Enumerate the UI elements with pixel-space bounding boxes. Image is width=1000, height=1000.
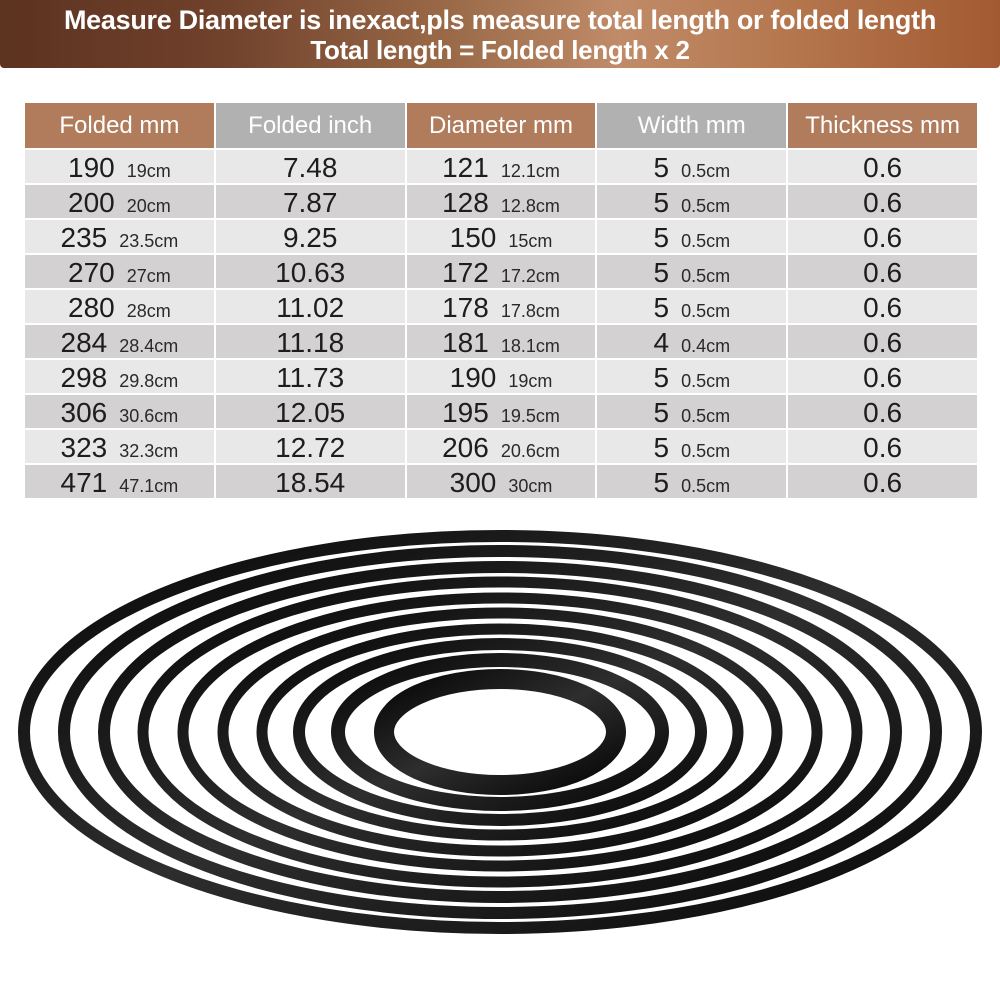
belt-rings-svg: [18, 530, 982, 934]
cell-width: 5 0.5cm: [597, 360, 787, 393]
cell-folded: 471 47.1cm: [25, 465, 214, 498]
cell-width: 5 0.5cm: [597, 220, 787, 253]
cell-thickness: 0.6: [788, 465, 977, 498]
cell-folded-inch: 11.18: [215, 325, 405, 358]
cell-thickness: 0.6: [788, 185, 977, 218]
cell-folded: 190 19cm: [25, 150, 214, 183]
cell-thickness: 0.6: [788, 360, 977, 393]
table-row: 270 27cm 10.63 172 17.2cm 5 0.5cm 0.6: [25, 255, 977, 288]
cell-thickness: 0.6: [788, 255, 977, 288]
cell-thickness: 0.6: [788, 220, 977, 253]
table-row: 298 29.8cm 11.73 190 19cm 5 0.5cm 0.6: [25, 360, 977, 393]
cell-folded-inch: 9.25: [215, 220, 405, 253]
cell-thickness: 0.6: [788, 430, 977, 463]
header-width-mm: Width mm: [597, 103, 787, 148]
size-table: Folded mm Folded inch Diameter mm Width …: [25, 103, 977, 498]
cell-folded: 298 29.8cm: [25, 360, 214, 393]
header-diameter-mm: Diameter mm: [406, 103, 596, 148]
table-row: 471 47.1cm 18.54 300 30cm 5 0.5cm 0.6: [25, 465, 977, 498]
cell-thickness: 0.6: [788, 150, 977, 183]
cell-folded-inch: 12.05: [215, 395, 405, 428]
table-row: 280 28cm 11.02 178 17.8cm 5 0.5cm 0.6: [25, 290, 977, 323]
cell-diameter: 181 18.1cm: [406, 325, 596, 358]
cell-width: 5 0.5cm: [597, 185, 787, 218]
cell-width: 5 0.5cm: [597, 290, 787, 323]
cell-diameter: 300 30cm: [406, 465, 596, 498]
cell-folded: 235 23.5cm: [25, 220, 214, 253]
cell-folded-inch: 11.73: [215, 360, 405, 393]
belt-ring-2: [58, 545, 942, 919]
cell-folded: 270 27cm: [25, 255, 214, 288]
belt-rings-illustration: [0, 515, 1000, 960]
cell-folded-inch: 12.72: [215, 430, 405, 463]
table-row: 235 23.5cm 9.25 150 15cm 5 0.5cm 0.6: [25, 220, 977, 253]
cell-thickness: 0.6: [788, 325, 977, 358]
cell-width: 5 0.5cm: [597, 255, 787, 288]
belt-ring-1: [18, 530, 982, 934]
cell-diameter: 190 19cm: [406, 360, 596, 393]
cell-width: 5 0.5cm: [597, 150, 787, 183]
cell-folded-inch: 11.02: [215, 290, 405, 323]
cell-folded: 323 32.3cm: [25, 430, 214, 463]
cell-thickness: 0.6: [788, 290, 977, 323]
table-row: 323 32.3cm 12.72 206 20.6cm 5 0.5cm 0.6: [25, 430, 977, 463]
belt-ring-9: [331, 653, 669, 811]
belt-ring-3: [98, 561, 902, 903]
header-folded-mm: Folded mm: [25, 103, 214, 148]
cell-width: 5 0.5cm: [597, 395, 787, 428]
cell-width: 5 0.5cm: [597, 430, 787, 463]
header-thickness-mm: Thickness mm: [788, 103, 977, 148]
belt-ring-7: [256, 623, 744, 841]
cell-folded: 284 28.4cm: [25, 325, 214, 358]
cell-diameter: 206 20.6cm: [406, 430, 596, 463]
cell-thickness: 0.6: [788, 395, 977, 428]
cell-folded-inch: 7.87: [215, 185, 405, 218]
table-row: 190 19cm 7.48 121 12.1cm 5 0.5cm 0.6: [25, 150, 977, 183]
table-header-row: Folded mm Folded inch Diameter mm Width …: [25, 103, 977, 148]
cell-diameter: 150 15cm: [406, 220, 596, 253]
belt-ring-6: [217, 607, 783, 857]
cell-folded: 200 20cm: [25, 185, 214, 218]
table-row: 200 20cm 7.87 128 12.8cm 5 0.5cm 0.6: [25, 185, 977, 218]
belt-ring-8: [293, 638, 707, 826]
belt-ring-5: [177, 592, 823, 872]
banner-line-2: Total length = Folded length x 2: [310, 34, 690, 65]
cell-diameter: 195 19.5cm: [406, 395, 596, 428]
cell-folded-inch: 7.48: [215, 150, 405, 183]
header-folded-inch: Folded inch: [215, 103, 405, 148]
cell-width: 5 0.5cm: [597, 465, 787, 498]
belt-ring-10: [374, 669, 626, 795]
table-row: 306 30.6cm 12.05 195 19.5cm 5 0.5cm 0.6: [25, 395, 977, 428]
cell-folded: 280 28cm: [25, 290, 214, 323]
cell-diameter: 172 17.2cm: [406, 255, 596, 288]
cell-folded-inch: 18.54: [215, 465, 405, 498]
cell-diameter: 121 12.1cm: [406, 150, 596, 183]
cell-diameter: 178 17.8cm: [406, 290, 596, 323]
cell-folded-inch: 10.63: [215, 255, 405, 288]
cell-width: 4 0.4cm: [597, 325, 787, 358]
warning-banner: Measure Diameter is inexact,pls measure …: [0, 0, 1000, 68]
cell-diameter: 128 12.8cm: [406, 185, 596, 218]
banner-line-1: Measure Diameter is inexact,pls measure …: [63, 4, 937, 35]
belt-ring-4: [137, 576, 863, 888]
table-row: 284 28.4cm 11.18 181 18.1cm 4 0.4cm 0.6: [25, 325, 977, 358]
cell-folded: 306 30.6cm: [25, 395, 214, 428]
